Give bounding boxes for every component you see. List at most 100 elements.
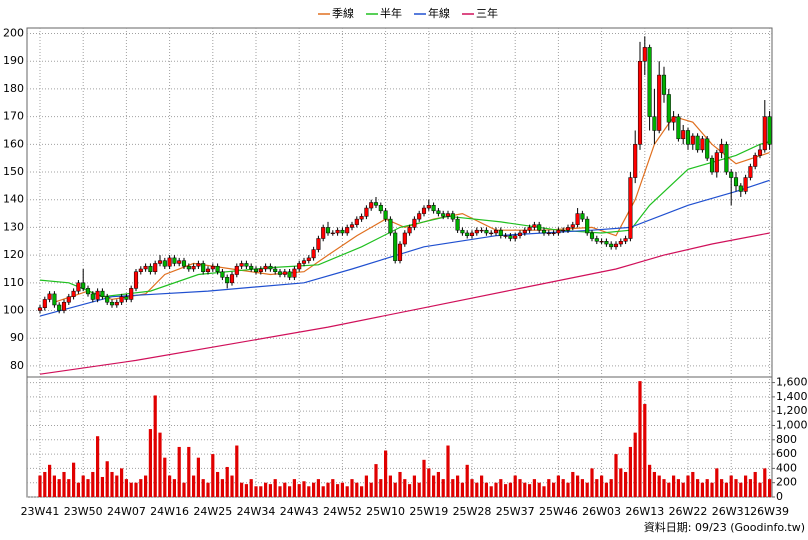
volume-bar bbox=[345, 486, 349, 497]
candle-body bbox=[148, 265, 153, 272]
volume-bar bbox=[748, 479, 752, 497]
footer: 資料日期: 09/23 (Goodinfo.tw) bbox=[644, 520, 805, 534]
volume-bar bbox=[52, 475, 56, 497]
volume-bar bbox=[470, 479, 474, 497]
candle-body bbox=[743, 177, 748, 192]
volume-bar bbox=[600, 475, 604, 497]
volume-bar bbox=[576, 475, 580, 497]
candle-body bbox=[153, 263, 158, 272]
volume-bar bbox=[235, 445, 239, 497]
y-tick-label: 150 bbox=[3, 165, 24, 178]
volume-bar bbox=[624, 471, 628, 497]
candle-body bbox=[493, 229, 499, 234]
candle-body bbox=[767, 116, 772, 145]
candle-body bbox=[196, 263, 201, 267]
volume-bar bbox=[676, 479, 680, 497]
y-tick-label: 160 bbox=[3, 137, 24, 150]
candle-body bbox=[762, 116, 767, 151]
volume-bar bbox=[163, 457, 167, 497]
candle-body bbox=[263, 265, 268, 270]
y2-tick-label: 1,200 bbox=[776, 404, 808, 417]
candle-body bbox=[613, 243, 619, 248]
candle-body bbox=[551, 232, 556, 235]
x-tick-label: 25W46 bbox=[539, 505, 578, 518]
volume-bar bbox=[297, 484, 301, 497]
volume-bar bbox=[110, 471, 114, 497]
candle-body bbox=[345, 227, 350, 234]
volume-bar bbox=[619, 468, 623, 497]
candle-body bbox=[210, 265, 215, 270]
volume-bar bbox=[360, 486, 364, 497]
y-tick-label: 180 bbox=[3, 82, 24, 95]
candle-body bbox=[364, 207, 369, 217]
candle-body bbox=[167, 257, 172, 267]
volume-bar bbox=[153, 395, 157, 497]
volume-bar bbox=[268, 484, 272, 497]
volume-bar bbox=[254, 486, 258, 497]
volume-bar bbox=[532, 479, 536, 497]
volume-bar bbox=[552, 482, 556, 497]
x-tick-label: 24W34 bbox=[237, 505, 276, 518]
candle-body bbox=[685, 130, 691, 145]
candle-body bbox=[594, 238, 599, 242]
candle-body bbox=[378, 205, 383, 212]
volume-bar bbox=[124, 479, 128, 497]
volume-bar bbox=[230, 475, 234, 497]
volume-bar bbox=[595, 479, 599, 497]
candle-body bbox=[66, 296, 71, 303]
candle-body bbox=[133, 271, 139, 289]
volume-bar bbox=[408, 484, 412, 497]
candle-body bbox=[61, 301, 67, 311]
candle-body bbox=[383, 210, 388, 220]
candle-body bbox=[349, 224, 355, 228]
volume-bar bbox=[220, 479, 224, 497]
candle-body bbox=[561, 229, 566, 232]
candle-body bbox=[359, 216, 364, 220]
volume-bar bbox=[542, 486, 546, 497]
candle-body bbox=[402, 232, 407, 245]
candle-body bbox=[37, 307, 43, 311]
candle-body bbox=[489, 232, 494, 235]
volume-bar bbox=[403, 479, 407, 497]
candle-body bbox=[647, 47, 652, 117]
candle-body bbox=[282, 271, 287, 275]
candle-body bbox=[109, 301, 115, 306]
candle-body bbox=[517, 232, 523, 236]
candle-body bbox=[105, 296, 110, 303]
candle-body bbox=[417, 213, 422, 220]
candle-body bbox=[191, 265, 196, 270]
candle-body bbox=[95, 290, 100, 300]
volume-bar bbox=[556, 475, 560, 497]
volume-bar bbox=[508, 482, 512, 497]
volume-bar bbox=[211, 454, 215, 497]
y2-tick-label: 0 bbox=[776, 490, 783, 503]
candle-body bbox=[325, 227, 331, 234]
x-tick-label: 24W25 bbox=[193, 505, 232, 518]
candle-body bbox=[753, 155, 758, 167]
volume-bar bbox=[753, 471, 757, 497]
volume-bar bbox=[302, 481, 306, 497]
candle-body bbox=[388, 218, 393, 234]
y2-tick-label: 600 bbox=[776, 447, 797, 460]
x-tick-label: 24W16 bbox=[150, 505, 189, 518]
volume-bar bbox=[201, 479, 205, 497]
candle-body bbox=[258, 268, 263, 272]
volume-bar bbox=[672, 475, 676, 497]
candle-body bbox=[637, 60, 643, 145]
volume-bar bbox=[100, 476, 104, 497]
candle-body bbox=[623, 238, 628, 242]
x-tick-label: 25W28 bbox=[453, 505, 492, 518]
candle-body bbox=[522, 229, 527, 234]
volume-bar bbox=[187, 446, 191, 497]
candle-body bbox=[277, 271, 283, 275]
volume-bar bbox=[571, 471, 575, 497]
volume-bar bbox=[489, 486, 493, 497]
candle-body bbox=[369, 202, 374, 209]
candle-body bbox=[311, 249, 316, 259]
volume-bar bbox=[633, 432, 637, 497]
candle-body bbox=[412, 218, 417, 228]
volume-bar bbox=[499, 479, 503, 497]
x-tick-label: 26W22 bbox=[669, 505, 708, 518]
volume-bar bbox=[513, 475, 517, 497]
